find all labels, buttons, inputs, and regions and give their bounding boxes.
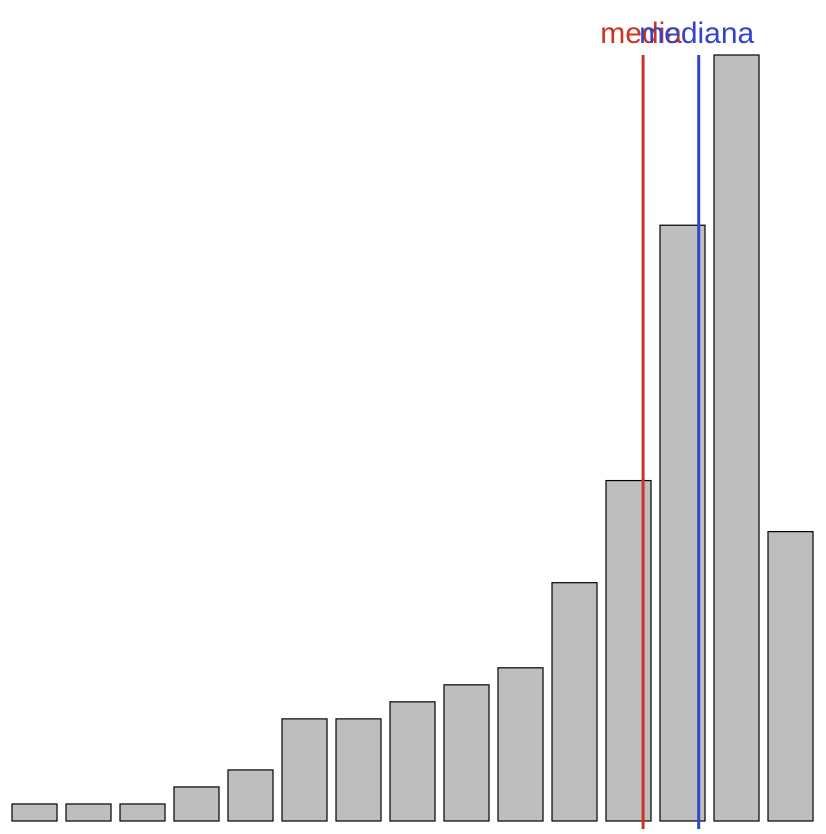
bar-1 xyxy=(11,803,58,822)
media-label: media xyxy=(600,17,682,50)
bar-8 xyxy=(389,701,436,822)
bars-group xyxy=(11,54,814,822)
reference-lines-group: media mediana xyxy=(600,17,755,829)
bar-10 xyxy=(497,667,544,822)
bar-5 xyxy=(227,769,274,822)
bar-9 xyxy=(443,684,490,822)
bar-4 xyxy=(173,786,220,822)
bar-3 xyxy=(119,803,166,822)
bar-2 xyxy=(65,803,112,822)
bar-6 xyxy=(281,718,328,822)
mediana-label: mediana xyxy=(639,17,754,50)
bar-7 xyxy=(335,718,382,822)
bar-15 xyxy=(767,531,814,822)
bar-11 xyxy=(551,582,598,822)
bar-14 xyxy=(713,54,760,822)
